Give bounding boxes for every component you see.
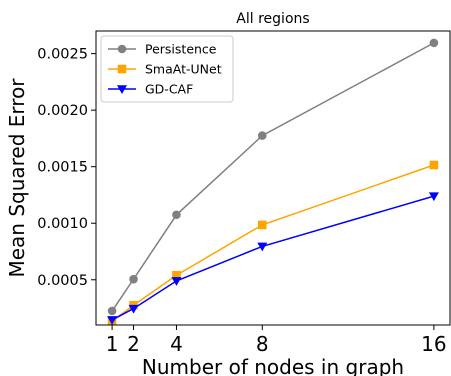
data-point-2-4 [428, 192, 439, 202]
data-point-0-0 [107, 306, 117, 316]
data-point-2-1 [128, 304, 139, 314]
x-axis-label: Number of nodes in graph [142, 355, 404, 376]
x-tick-label-3: 8 [256, 332, 269, 356]
x-tick-label-2: 4 [170, 332, 183, 356]
y-tick-label-2: 0.0015 [37, 160, 88, 176]
series-line-2 [111, 195, 435, 321]
data-point-2-3 [257, 242, 268, 252]
y-tick-label-4: 0.0025 [37, 47, 88, 63]
x-tick-label-4: 16 [421, 332, 446, 356]
chart-title: All regions [236, 11, 309, 27]
legend: Persistence SmaAt-UNet GD-CAF [100, 35, 234, 103]
data-point-0-4 [429, 38, 439, 48]
legend-label-1: SmaAt-UNet [145, 62, 222, 77]
x-tick-label-1: 2 [127, 332, 140, 356]
legend-box [100, 35, 234, 103]
series-layer [107, 38, 439, 326]
y-tick-label-3: 0.0020 [37, 103, 88, 119]
y-tick-label-1: 0.0010 [37, 216, 88, 232]
data-point-1-4 [429, 160, 439, 170]
legend-marker-2 [117, 85, 127, 94]
legend-marker-0 [117, 44, 127, 54]
data-point-0-2 [172, 210, 181, 220]
legend-label-2: GD-CAF [145, 82, 193, 97]
data-point-0-1 [129, 274, 138, 284]
y-axis-label: Mean Squared Error [5, 78, 29, 278]
data-point-0-3 [257, 131, 267, 140]
x-tick-label-0: 1 [106, 332, 119, 356]
plot-frame [95, 30, 451, 326]
y-tick-label-0: 0.0005 [37, 273, 88, 289]
legend-marker-1 [117, 64, 127, 74]
legend-label-0: Persistence [145, 42, 217, 57]
data-point-1-2 [172, 270, 181, 280]
data-point-2-0 [107, 316, 118, 325]
data-point-1-3 [257, 220, 267, 230]
axes-layer: 0.0005 0.0010 0.0015 0.0020 0.0025 1 2 4 8 16 [37, 30, 451, 356]
data-point-2-2 [171, 277, 182, 286]
